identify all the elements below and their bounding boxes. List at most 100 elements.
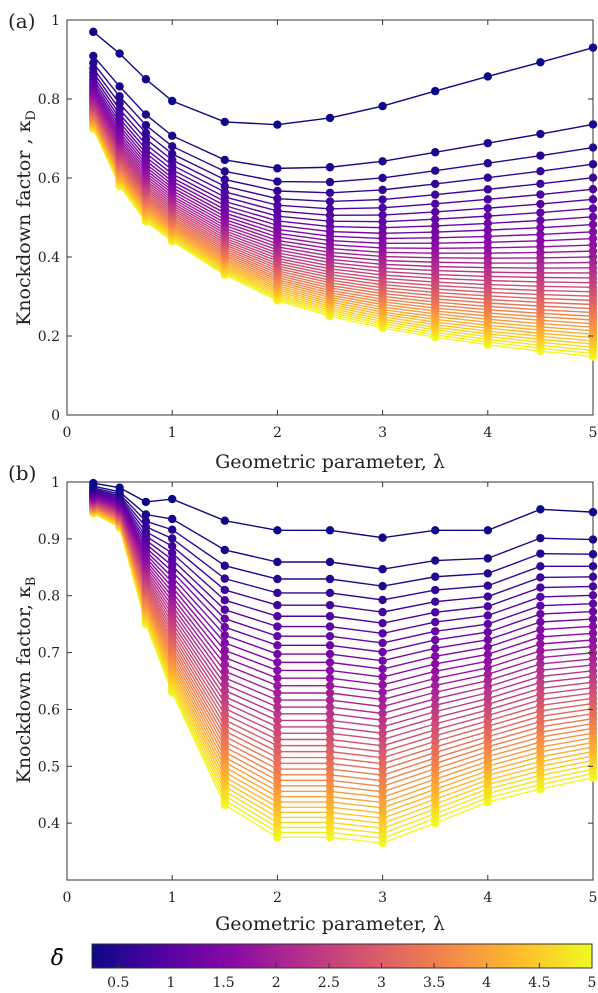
series-3 — [89, 483, 598, 591]
series-line — [92, 112, 594, 306]
data-point — [431, 701, 440, 710]
data-point — [89, 27, 98, 37]
colorbar-tick-label: 4.5 — [528, 975, 550, 991]
panel-b-ylabel: Knockdown factor, κB — [13, 577, 39, 784]
data-point — [588, 642, 598, 651]
data-point — [273, 641, 282, 650]
data-point — [431, 713, 440, 723]
data-point — [141, 128, 151, 138]
series-line — [93, 492, 594, 644]
series-line — [93, 482, 594, 539]
data-point — [115, 105, 124, 114]
panel-b-ylabel-sub: B — [24, 577, 39, 587]
data-point — [273, 747, 282, 756]
panel-a: (a) 0 1 2 3 4 5 0 0.2 0.4 0.6 0.8 1 Geometric param… — [8, 9, 597, 473]
data-point — [273, 206, 282, 216]
panel-b-ytick-label: 0.5 — [38, 759, 60, 775]
data-point — [431, 731, 440, 740]
data-point — [483, 657, 492, 666]
data-point — [273, 649, 282, 659]
data-point — [431, 719, 440, 729]
data-point — [536, 583, 545, 592]
panel-a-curves — [89, 27, 598, 361]
data-point — [168, 514, 177, 524]
data-point — [220, 585, 229, 595]
data-point — [273, 709, 282, 719]
series-line — [92, 116, 594, 321]
data-point — [273, 201, 282, 210]
data-point — [220, 596, 229, 605]
data-point — [431, 635, 440, 645]
data-point — [431, 148, 440, 157]
series-line — [93, 504, 594, 765]
series-line — [93, 493, 594, 653]
panel-a-xlabel: Geometric parameter, λ — [215, 451, 445, 473]
data-point — [483, 72, 492, 81]
series-line — [93, 494, 594, 662]
data-point — [273, 702, 282, 712]
data-point — [431, 694, 440, 704]
panel-a-xtick-label: 1 — [168, 425, 177, 441]
data-point — [588, 550, 598, 559]
panel-b-xlabel: Geometric parameter, λ — [215, 913, 445, 935]
data-point — [536, 533, 545, 543]
data-point — [536, 129, 545, 139]
series-line — [92, 118, 594, 325]
data-point — [431, 627, 440, 636]
data-point — [220, 680, 229, 689]
data-point — [273, 164, 282, 173]
data-point — [325, 716, 335, 725]
data-point — [220, 660, 229, 669]
series-line — [92, 114, 594, 314]
series-line — [92, 97, 594, 259]
data-point — [378, 695, 387, 704]
data-point — [378, 195, 387, 204]
data-point — [431, 179, 440, 189]
data-point — [378, 741, 387, 750]
data-point — [378, 173, 387, 183]
panel-b-ytick-label: 0.8 — [38, 589, 60, 605]
data-point — [536, 573, 545, 582]
series-7 — [89, 488, 598, 638]
data-point — [536, 639, 545, 649]
data-point — [325, 526, 335, 535]
series-line — [93, 496, 594, 686]
data-point — [141, 121, 151, 130]
series-line — [93, 502, 594, 741]
series-13 — [89, 493, 598, 689]
data-point — [588, 120, 598, 129]
data-point — [220, 117, 229, 127]
data-point — [378, 217, 387, 226]
data-point — [431, 207, 440, 217]
data-point — [588, 599, 598, 608]
data-point — [483, 173, 492, 182]
data-point — [220, 710, 229, 719]
data-point — [378, 664, 387, 674]
data-point — [536, 236, 545, 245]
data-point — [483, 225, 492, 235]
data-point — [431, 526, 440, 535]
data-point — [588, 240, 598, 250]
data-point — [273, 658, 282, 667]
data-point — [588, 666, 598, 676]
data-point — [536, 646, 545, 656]
data-point — [431, 652, 440, 661]
series-line — [93, 496, 594, 678]
data-point — [168, 149, 177, 159]
series-1 — [89, 27, 598, 129]
data-point — [273, 120, 282, 129]
data-point — [220, 704, 229, 713]
data-point — [378, 765, 387, 774]
data-point — [325, 695, 335, 705]
data-point — [431, 681, 440, 690]
data-point — [483, 159, 492, 168]
series-3 — [89, 58, 598, 187]
panel-b-label: (b) — [8, 461, 36, 485]
series-line — [92, 67, 594, 194]
panel-a-xtick-label: 5 — [589, 425, 598, 441]
data-point — [115, 92, 124, 101]
data-point — [220, 175, 229, 184]
data-point — [431, 674, 440, 683]
panel-a-ticks: 0 1 2 3 4 5 0 0.2 0.4 0.6 0.8 1 — [38, 13, 598, 441]
data-point — [378, 101, 387, 111]
